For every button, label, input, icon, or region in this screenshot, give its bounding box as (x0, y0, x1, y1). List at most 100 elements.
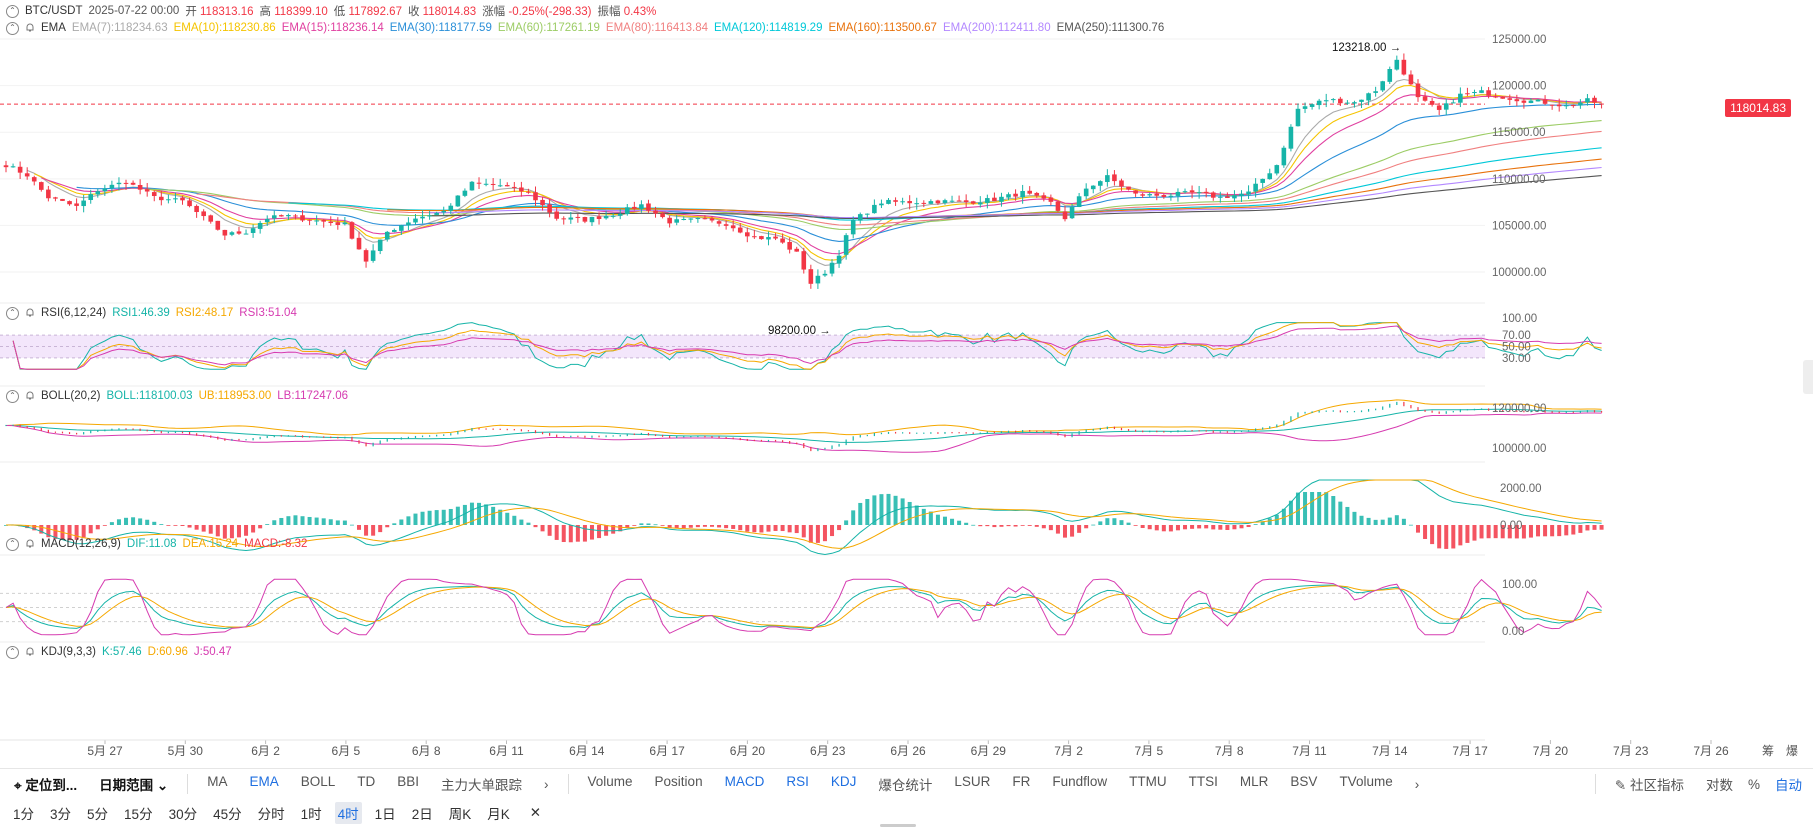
interval-button-10[interactable]: 2日 (411, 807, 433, 822)
macd-bar (1401, 518, 1406, 525)
candle-body (1514, 99, 1520, 102)
macd-bar (434, 510, 439, 525)
macd-bar (999, 525, 1004, 527)
candle-body (342, 222, 348, 225)
axis-corner-label: 筹 (1762, 744, 1774, 758)
main-indicator-button-2[interactable]: BOLL (300, 774, 336, 789)
interval-button-9[interactable]: 1日 (374, 807, 396, 822)
scroll-handle[interactable] (880, 824, 916, 827)
interval-button-1[interactable]: 3分 (50, 807, 72, 822)
main-indicator-button-3[interactable]: TD (357, 774, 376, 789)
auto-scale-button[interactable]: 自动 (1775, 778, 1802, 793)
macd-bar (420, 511, 425, 525)
ohlc-header: ⌃ BTC/USDT 2025-07-22 00:00 开 118313.16 … (6, 2, 656, 20)
interval-button-0[interactable]: 1分 (13, 807, 35, 822)
sub-indicator-button-9[interactable]: TTMU (1129, 774, 1167, 789)
main-indicator-button-5[interactable]: 主力大单跟踪 (441, 778, 523, 793)
bell-icon[interactable] (25, 647, 35, 657)
interval-button-8[interactable]: 4时 (334, 802, 362, 824)
macd-bar (102, 525, 107, 526)
bell-icon[interactable] (25, 391, 35, 401)
candle-body (829, 262, 835, 274)
change-label: 涨幅 (482, 6, 506, 18)
interval-button-5[interactable]: 45分 (213, 807, 242, 822)
macd-bar (865, 499, 870, 525)
main-indicator-button-1[interactable]: EMA (249, 774, 279, 789)
boll-panel (5, 399, 1603, 453)
macd-bar (971, 524, 976, 526)
community-indicators-button[interactable]: ✎ 社区指标 (1615, 774, 1684, 794)
main-indicator-button-0[interactable]: MA (207, 774, 228, 789)
collapse-toggle-icon[interactable]: ⌃ (6, 389, 19, 403)
sub-indicator-button-4[interactable]: KDJ (830, 774, 857, 789)
collapse-toggle-icon[interactable]: ⌃ (6, 537, 19, 551)
date-label: 6月 11 (489, 744, 524, 758)
macd-bar (215, 525, 220, 537)
collapse-toggle-icon[interactable]: ⌃ (6, 4, 19, 18)
candle-body (497, 185, 503, 187)
macd-bar (448, 508, 453, 525)
macd-bar (491, 506, 496, 525)
candle-body (257, 222, 263, 229)
date-label: 5月 27 (87, 744, 123, 758)
sub-indicator-button-6[interactable]: LSUR (954, 774, 991, 789)
macd-bar (194, 525, 199, 530)
sub-indicator-button-7[interactable]: FR (1012, 774, 1031, 789)
sub-indicator-button-8[interactable]: Fundflow (1052, 774, 1108, 789)
macd-bar (349, 524, 354, 526)
macd-value-0: DIF:11.08 (126, 538, 177, 550)
percent-scale-button[interactable]: % (1747, 776, 1760, 792)
interval-button-4[interactable]: 30分 (168, 807, 198, 822)
bell-icon[interactable] (25, 539, 35, 549)
open-value: 118313.16 (200, 6, 254, 18)
bell-icon[interactable] (25, 23, 35, 33)
macd-name: MACD(12,26,9) (41, 538, 121, 550)
sub-indicator-button-3[interactable]: RSI (786, 774, 809, 789)
interval-button-2[interactable]: 5分 (87, 807, 109, 822)
interval-button-12[interactable]: 月K (487, 807, 510, 822)
log-scale-button[interactable]: 对数 (1705, 778, 1733, 793)
candle-body (1486, 90, 1491, 96)
interval-button-3[interactable]: 15分 (124, 807, 153, 822)
price-axis-label: 105000.00 (1492, 220, 1546, 232)
sub-indicator-button-10[interactable]: TTSI (1188, 774, 1218, 789)
sub-indicator-button-11[interactable]: MLR (1239, 774, 1269, 789)
collapse-toggle-icon[interactable]: ⌃ (6, 645, 19, 659)
side-panel-handle[interactable] (1803, 360, 1813, 394)
macd-bar (138, 518, 143, 525)
interval-button-7[interactable]: 1时 (300, 807, 322, 822)
bell-icon[interactable] (25, 308, 35, 318)
main-indicator-button-4[interactable]: BBI (397, 774, 420, 789)
ema-line-60 (147, 120, 1602, 231)
ema-line-80 (196, 130, 1602, 226)
sub-indicator-button-2[interactable]: MACD (724, 774, 765, 789)
interval-button-11[interactable]: 周K (448, 807, 472, 822)
collapse-toggle-icon[interactable]: ⌃ (6, 21, 19, 35)
sub-indicator-button-12[interactable]: BSV (1290, 774, 1318, 789)
chevron-right-icon[interactable]: › (544, 776, 549, 792)
sub-indicator-button-0[interactable]: Volume (587, 774, 633, 789)
locate-button[interactable]: ⌖ 定位到... (14, 774, 77, 794)
sub-indicator-button-5[interactable]: 爆仓统计 (878, 778, 933, 793)
chevron-right-icon[interactable]: › (1414, 776, 1420, 792)
sub-indicator-button-1[interactable]: Position (654, 774, 703, 789)
date-range-button[interactable]: 日期范围 ⌄ (99, 774, 168, 794)
low-annotation: 98200.00 → (768, 325, 831, 337)
close-icon[interactable]: ✕ (529, 805, 542, 820)
macd-bar (822, 525, 827, 542)
candle-body (1055, 201, 1061, 211)
sub-indicator-button-13[interactable]: TVolume (1339, 774, 1393, 789)
candle-body (3, 165, 9, 168)
kline-chart[interactable]: 125000.00 120000.00 115000.00 110000.00 1050… (0, 0, 1813, 770)
macd-axis-label: 0.00 (1500, 520, 1522, 532)
candle-body (1295, 108, 1301, 127)
collapse-toggle-icon[interactable]: ⌃ (6, 306, 19, 320)
rsi-values: RSI1:46.39 RSI2:48.17 RSI3:51.04 (112, 307, 297, 319)
macd-bar (1444, 525, 1449, 549)
candle-body (314, 220, 319, 222)
candle-body (1069, 206, 1075, 219)
interval-button-6[interactable]: 分时 (257, 807, 285, 822)
date-label: 7月 14 (1372, 744, 1408, 758)
macd-bar (950, 518, 955, 525)
macd-bar (469, 502, 474, 525)
